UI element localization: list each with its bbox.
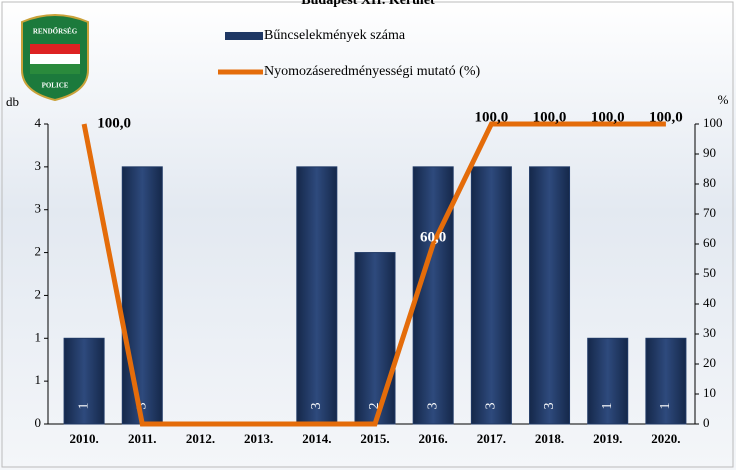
x-tick-label: 2017. [477, 431, 506, 446]
line-label: 100,0 [474, 109, 508, 125]
y2-tick-label: 80 [703, 175, 716, 190]
bar [354, 252, 396, 425]
legend-marker [225, 32, 263, 40]
bar-label: 3 [484, 403, 499, 410]
y2-tick-label: 40 [703, 295, 716, 310]
y2-tick-label: 20 [703, 355, 716, 370]
x-tick-label: 2018. [535, 431, 564, 446]
chart-title: Budapest XII. Kerület [301, 0, 435, 8]
y2-tick-label: 70 [703, 205, 716, 220]
bar-label: 1 [600, 403, 615, 410]
bar [63, 337, 105, 425]
bar [470, 166, 512, 425]
bar [412, 166, 454, 425]
y-tick-label: 1 [35, 329, 42, 344]
bar-label: 3 [425, 403, 440, 410]
y-tick-label: 2 [35, 286, 42, 301]
y-tick-label: 3 [35, 201, 42, 216]
y2-tick-label: 60 [703, 235, 716, 250]
line-label: 100,0 [97, 115, 131, 131]
logo-text: RENDŐRSÉG [33, 28, 78, 36]
x-tick-label: 2014. [302, 431, 331, 446]
logo: RENDŐRSÉG POLICE [21, 14, 89, 102]
y2-tick-label: 50 [703, 265, 716, 280]
x-tick-label: 2010. [69, 431, 98, 446]
x-tick-label: 2020. [651, 431, 680, 446]
legend-label: Nyomozáseredményességi mutató (%) [264, 64, 480, 79]
legend-label: Bűncselekmények száma [264, 28, 406, 43]
y-tick-label: 3 [35, 158, 42, 173]
bar-label: 1 [76, 403, 91, 410]
y-axis-label: db [6, 94, 19, 109]
y-tick-label: 2 [35, 244, 42, 259]
logo-text: POLICE [42, 82, 69, 90]
x-tick-label: 2013. [244, 431, 273, 446]
x-tick-label: 2019. [593, 431, 622, 446]
x-tick-label: 2012. [186, 431, 215, 446]
bar [529, 166, 571, 425]
bar-label: 3 [309, 403, 324, 410]
bar [121, 166, 163, 425]
line [81, 121, 666, 427]
y2-tick-label: 30 [703, 325, 716, 340]
bar-label: 1 [658, 403, 673, 410]
bar-label: 2 [367, 403, 382, 410]
y2-tick-label: 100 [703, 115, 723, 130]
y-tick-label: 1 [35, 372, 42, 387]
y2-axis-label: % [718, 92, 729, 107]
x-tick-label: 2011. [128, 431, 157, 446]
y2-tick-label: 10 [703, 385, 716, 400]
x-tick-label: 2016. [419, 431, 448, 446]
line-label: 100,0 [533, 109, 567, 125]
line-label: 100,0 [591, 109, 625, 125]
bar [587, 337, 629, 425]
line-label: 100,0 [649, 109, 683, 125]
bar-label: 3 [134, 403, 149, 410]
y-tick-label: 0 [35, 415, 42, 430]
y-tick-label: 4 [35, 115, 42, 130]
bar [645, 337, 687, 425]
bar [296, 166, 338, 425]
bar-label: 3 [542, 403, 557, 410]
y2-tick-label: 90 [703, 145, 716, 160]
y2-tick-label: 0 [703, 415, 710, 430]
x-tick-label: 2015. [360, 431, 389, 446]
line-label: 60,0 [420, 229, 446, 245]
